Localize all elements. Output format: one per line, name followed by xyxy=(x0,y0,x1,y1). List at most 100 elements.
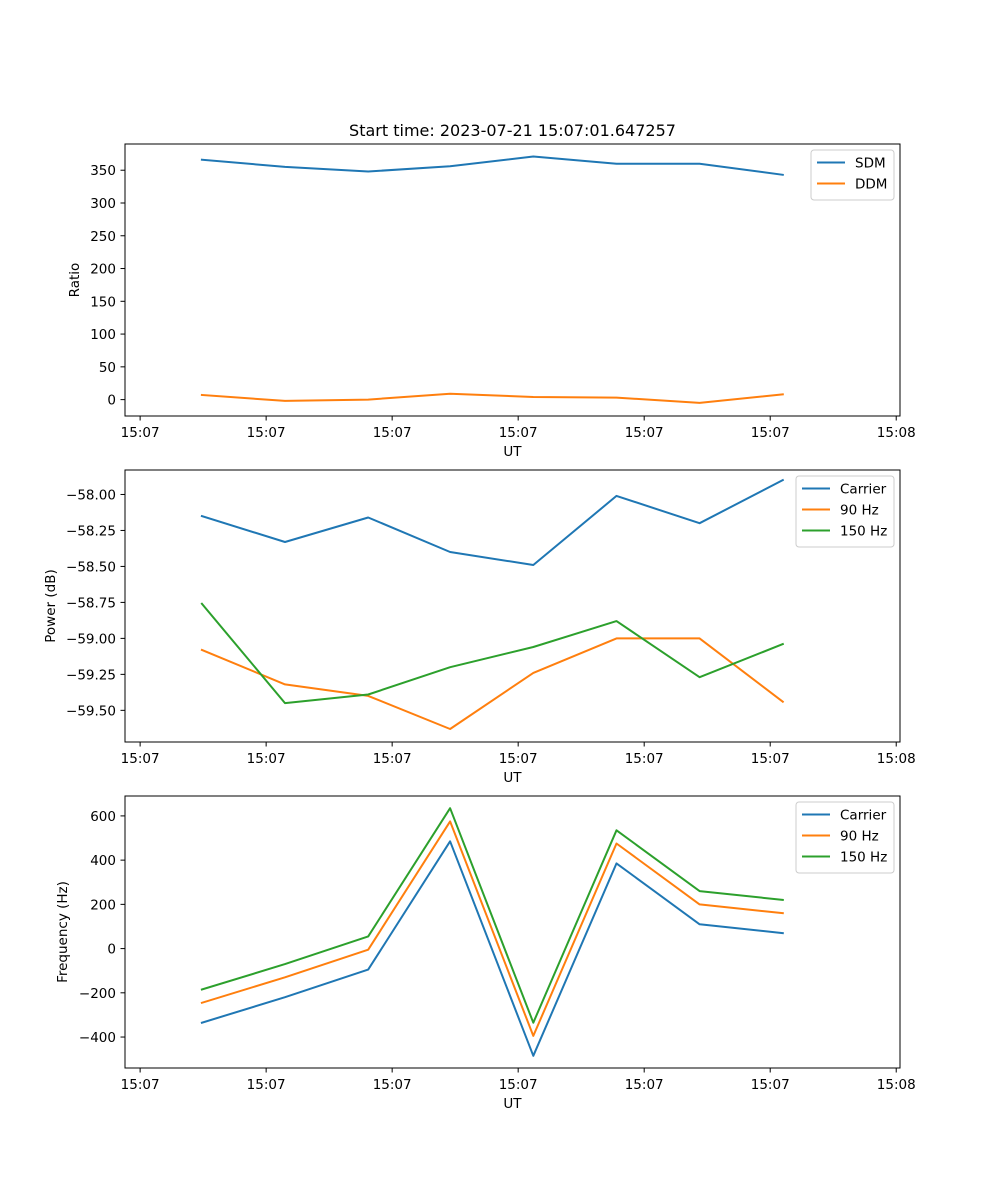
ratio-y-axis-label: Ratio xyxy=(67,263,83,298)
ratio-data-point-sdm xyxy=(366,169,371,174)
ratio-y-tick-label: 300 xyxy=(90,196,116,212)
frequency-data-point-90-hz xyxy=(531,1033,536,1038)
ratio-series-line-sdm xyxy=(200,155,784,176)
power-data-point-carrier xyxy=(697,521,702,526)
power-series-line-carrier xyxy=(200,478,785,566)
frequency-data-point-carrier xyxy=(697,922,702,927)
power-data-point-carrier xyxy=(614,493,619,498)
ratio-y-tick-label: 150 xyxy=(90,294,116,310)
ratio-data-point-ddm xyxy=(283,398,288,403)
frequency-data-point-150-hz xyxy=(531,1020,536,1025)
power-data-point-carrier xyxy=(448,550,453,555)
frequency-data-point-150-hz xyxy=(780,897,785,902)
power-legend xyxy=(795,475,895,548)
power-data-point-150-hz xyxy=(366,692,371,697)
frequency-data-point-150-hz xyxy=(199,987,204,992)
ratio-data-point-sdm xyxy=(614,161,619,166)
frequency-axes-frame xyxy=(124,795,901,1069)
frequency-x-axis-label: UT xyxy=(503,1096,522,1112)
ratio-series-line-ddm xyxy=(200,392,784,404)
ratio-y-tick-label: 350 xyxy=(90,163,116,179)
ratio-data-point-ddm xyxy=(780,392,785,397)
ratio-data-point-sdm xyxy=(780,172,785,177)
frequency-data-point-90-hz xyxy=(366,947,371,952)
ratio-x-axis-label: UT xyxy=(503,444,522,460)
ratio-data-point-sdm xyxy=(283,164,288,169)
power-data-point-90-hz xyxy=(697,636,702,641)
ratio-x-tick-label: 15:08 xyxy=(877,425,916,441)
frequency-y-tick-label: 0 xyxy=(107,942,116,958)
power-data-point-90-hz xyxy=(448,727,453,732)
power-data-point-carrier xyxy=(780,478,785,483)
power-y-tick-label: −59.25 xyxy=(66,667,116,683)
ratio-panel: 15:07 15:07 15:07 15:07 15:07 15:07 15:08 0 50 10… xyxy=(67,143,916,460)
ratio-x-tick-label: 15:07 xyxy=(499,425,538,441)
power-panel: 15:07 15:07 15:07 15:07 15:07 15:07 15:08 −59.5… xyxy=(43,469,916,786)
ratio-y-tick-label: 0 xyxy=(107,393,116,409)
power-data-point-90-hz xyxy=(283,682,288,687)
ratio-y-tick-label: 250 xyxy=(90,229,116,245)
frequency-data-point-carrier xyxy=(614,861,619,866)
frequency-x-tick-label: 15:07 xyxy=(751,1077,790,1093)
ratio-legend-label-sdm: SDM xyxy=(855,156,886,172)
power-data-point-carrier xyxy=(199,514,204,519)
power-y-tick-label: −58.50 xyxy=(66,559,116,575)
frequency-legend-label-carrier: Carrier xyxy=(840,808,887,824)
frequency-data-point-150-hz xyxy=(614,828,619,833)
power-data-point-90-hz xyxy=(199,647,204,652)
power-y-tick-label: −59.00 xyxy=(66,631,116,647)
frequency-data-point-150-hz xyxy=(697,889,702,894)
power-y-tick-label: −58.25 xyxy=(66,523,116,539)
frequency-x-tick-label: 15:07 xyxy=(121,1077,160,1093)
frequency-y-axis-label: Frequency (Hz) xyxy=(55,881,71,983)
frequency-y-tick-label: 200 xyxy=(90,897,116,913)
frequency-data-point-carrier xyxy=(531,1053,536,1058)
ratio-data-point-ddm xyxy=(366,397,371,402)
power-data-point-90-hz xyxy=(614,636,619,641)
frequency-x-tick-label: 15:08 xyxy=(877,1077,916,1093)
frequency-series-line-150-hz xyxy=(200,807,784,1024)
frequency-y-tick-label: −400 xyxy=(79,1030,116,1046)
power-data-point-150-hz xyxy=(199,601,204,606)
ratio-x-tick-label: 15:07 xyxy=(373,425,412,441)
power-axes-frame xyxy=(124,469,901,743)
frequency-data-point-90-hz xyxy=(780,911,785,916)
ratio-data-point-ddm xyxy=(448,391,453,396)
frequency-legend xyxy=(795,801,895,874)
frequency-y-tick-label: 400 xyxy=(90,853,116,869)
ratio-data-point-ddm xyxy=(531,394,536,399)
ratio-data-point-sdm xyxy=(531,154,536,159)
frequency-data-point-carrier xyxy=(366,967,371,972)
ratio-axes-frame xyxy=(124,143,901,417)
power-legend-label-carrier: Carrier xyxy=(840,482,887,498)
frequency-data-point-150-hz xyxy=(448,806,453,811)
frequency-series-line-carrier xyxy=(200,840,784,1057)
frequency-y-tick-label: −200 xyxy=(79,986,116,1002)
frequency-data-point-150-hz xyxy=(366,934,371,939)
ratio-x-tick-label: 15:07 xyxy=(751,425,790,441)
ratio-x-tick-label: 15:07 xyxy=(247,425,286,441)
power-data-point-150-hz xyxy=(614,619,619,624)
frequency-data-point-carrier xyxy=(448,839,453,844)
ratio-data-point-sdm xyxy=(448,164,453,169)
ratio-y-tick-label: 200 xyxy=(90,262,116,278)
power-data-point-150-hz xyxy=(448,665,453,670)
ratio-x-tick-label: 15:07 xyxy=(121,425,160,441)
power-data-point-90-hz xyxy=(780,699,785,704)
frequency-data-point-90-hz xyxy=(448,819,453,824)
power-data-point-150-hz xyxy=(283,701,288,706)
power-legend-label-90-hz: 90 Hz xyxy=(840,503,879,519)
ratio-y-tick-label: 50 xyxy=(99,360,116,376)
power-data-point-carrier xyxy=(366,515,371,520)
ratio-data-point-ddm xyxy=(199,393,204,398)
ratio-data-point-ddm xyxy=(614,395,619,400)
frequency-legend-label-150-hz: 150 Hz xyxy=(840,850,887,866)
power-series-line-150-hz xyxy=(200,602,785,705)
power-x-tick-label: 15:07 xyxy=(499,751,538,767)
power-x-tick-label: 15:07 xyxy=(373,751,412,767)
frequency-data-point-carrier xyxy=(199,1020,204,1025)
power-x-tick-label: 15:07 xyxy=(121,751,160,767)
frequency-y-tick-label: 600 xyxy=(90,809,116,825)
frequency-series-line-90-hz xyxy=(200,820,784,1037)
frequency-legend-label-90-hz: 90 Hz xyxy=(840,829,879,845)
